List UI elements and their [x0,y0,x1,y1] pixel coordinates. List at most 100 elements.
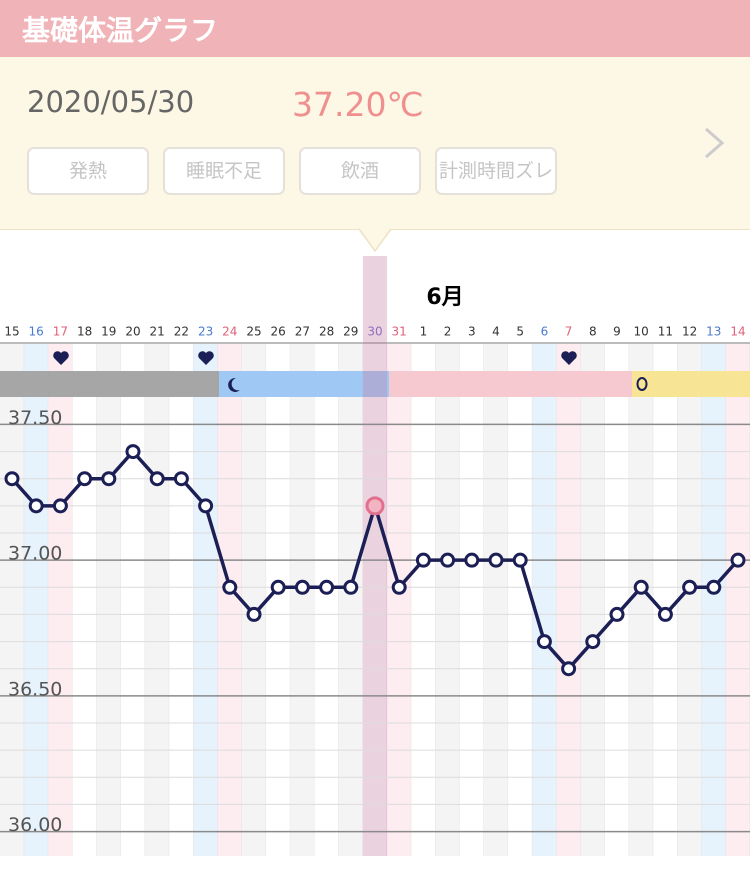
temperature-point [173,471,189,487]
column-stripe [459,343,484,856]
x-tick-label: 17 [53,325,68,339]
x-tick-label: 5 [516,325,524,339]
column-stripe [169,343,194,856]
temperature-point [440,552,456,568]
temperature-point [28,498,44,514]
temperature-point [294,579,310,595]
column-stripe [556,343,581,856]
temperature-point [488,552,504,568]
column-stripe [338,343,363,856]
x-tick-label: 21 [150,325,165,339]
x-tick-label: 25 [246,325,261,339]
x-tick-label: 4 [492,325,500,339]
temperature-point [319,579,335,595]
x-tick-label: 24 [222,325,237,339]
phase-bar [389,371,632,397]
column-stripe [48,343,73,856]
column-stripe [314,343,339,856]
column-stripe [580,343,605,856]
header: 基礎体温グラフ [0,0,750,57]
y-tick-label: 36.50 [8,678,62,700]
x-tick-label: 3 [468,325,476,339]
temperature-point [633,579,649,595]
x-tick-label: 26 [271,325,286,339]
x-tick-label: 16 [29,325,44,339]
column-stripe [653,343,678,856]
column-stripe [387,343,412,856]
column-stripe [72,343,97,856]
column-stripe [483,343,509,856]
x-tick-label: 18 [77,325,92,339]
temperature-point [101,471,117,487]
temperature-point [682,579,698,595]
temperature-point [365,496,385,516]
next-arrow[interactable] [702,125,726,161]
column-stripe [0,343,25,856]
x-tick-label: 7 [565,325,573,339]
hearts [53,351,577,365]
x-tick-label: 19 [101,325,116,339]
temperature-point [343,579,359,595]
x-tick-label: 22 [174,325,189,339]
temperature-point [52,498,68,514]
tag-button[interactable]: 睡眠不足 [163,147,285,195]
temperature-point [415,552,431,568]
temperature-point [391,579,407,595]
x-tick-label: 15 [4,325,19,339]
column-stripe [120,343,146,856]
y-tick-label: 37.00 [8,543,62,565]
temperature-point [657,606,673,622]
pointer [358,228,392,253]
column-stripe [508,343,533,856]
column-stripe [532,343,557,856]
x-tick-label: 14 [730,325,745,339]
tag-button[interactable]: 計測時間ズレ [435,147,557,195]
temperature-point [149,471,165,487]
column-stripe [290,343,315,856]
title: 基礎体温グラフ [22,14,219,47]
column-stripe [241,343,267,856]
column-stripe [435,343,460,856]
phase-bar [632,371,750,397]
column-stripe [411,343,436,856]
temperature-point [512,552,528,568]
temperature-point [585,634,601,650]
tag-button[interactable]: 発熱 [27,147,149,195]
phase-bar [0,371,219,397]
temperature-point [270,579,286,595]
column-stripe [217,343,242,856]
tag-button[interactable]: 飲酒 [299,147,421,195]
temperature-point [536,634,552,650]
column-stripe [725,343,750,856]
column-stripe [96,343,121,856]
temperature: 37.20℃ [292,85,424,124]
y-tick-label: 36.00 [8,814,62,836]
column-stripe [193,343,218,856]
temperature-point [464,552,480,568]
temperature-point [77,471,93,487]
x-tick-label: 8 [589,325,597,339]
x-tick-label: 28 [319,325,334,339]
temperature-point [246,606,262,622]
record-panel: 2020/05/30 37.20℃ 発熱 睡眠不足 飲酒 計測時間ズレ [0,57,750,230]
moon-icon [228,377,240,392]
temperature-point [222,579,238,595]
temperature-point [125,444,141,460]
column-stripe [629,343,654,856]
x-tick-label: 23 [198,325,213,339]
temperature-point [730,552,746,568]
x-tick-label: 20 [125,325,140,339]
highlight-column [362,256,388,856]
heart-icon [198,351,214,365]
egg-icon [636,377,648,391]
temperature-point [198,498,214,514]
x-tick-label: 12 [682,325,697,339]
x-tick-label: 13 [706,325,721,339]
heart-icon [53,351,69,365]
phase-bar [219,371,389,397]
x-tick-label: 31 [392,325,407,339]
x-tick-label: 27 [295,325,310,339]
temperature-point [561,661,577,677]
column-stripe [24,343,49,856]
